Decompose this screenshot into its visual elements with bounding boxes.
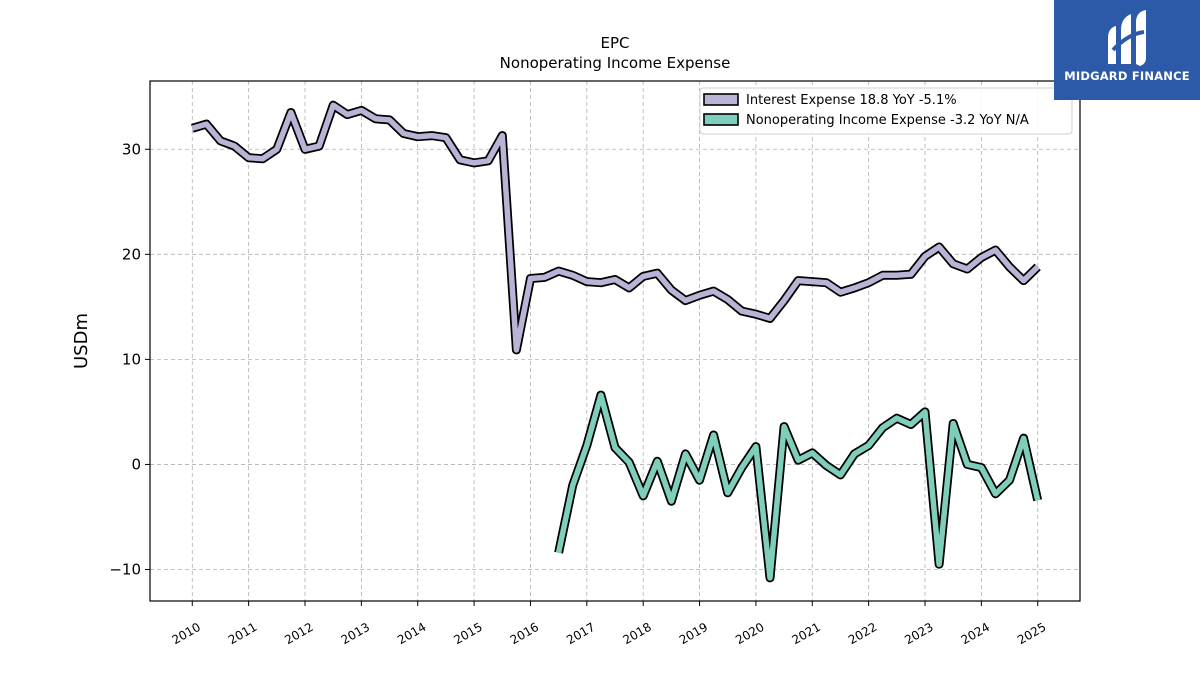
legend: Interest Expense 18.8 YoY -5.1% Nonoperat… xyxy=(699,87,1073,135)
y-tick-label: 30 xyxy=(122,140,141,158)
chart-subtitle: Nonoperating Income Expense xyxy=(500,54,731,72)
y-tick-label: 0 xyxy=(131,455,141,473)
plot-frame xyxy=(149,80,1081,602)
y-axis: −10 0 10 20 30 xyxy=(109,140,150,578)
series-lines xyxy=(191,100,1043,583)
legend-box xyxy=(699,87,1073,135)
x-tick-label: 2015 xyxy=(451,620,484,647)
x-tick-label: 2016 xyxy=(508,620,541,647)
x-tick-label: 2025 xyxy=(1015,620,1048,647)
series-line-1 xyxy=(555,392,1041,581)
x-tick-label: 2023 xyxy=(902,620,935,647)
series-line-0 xyxy=(191,102,1040,353)
x-tick-label: 2014 xyxy=(395,620,428,647)
x-tick-label: 2013 xyxy=(339,620,372,647)
x-tick-label: 2021 xyxy=(790,620,823,647)
chart-title: EPC xyxy=(601,34,630,52)
x-tick-label: 2019 xyxy=(677,620,710,647)
x-tick-label: 2011 xyxy=(226,620,259,647)
y-axis-label: USDm xyxy=(71,313,92,369)
legend-swatch-1 xyxy=(703,113,739,126)
midgard-finance-logo: MIDGARD FINANCE xyxy=(1054,0,1200,100)
x-tick-label: 2010 xyxy=(170,620,203,647)
x-axis: 2010 2011 2012 2013 2014 2015 2016 2017 2018 2019… xyxy=(170,601,1048,647)
y-tick-label: −10 xyxy=(109,560,141,578)
legend-label-0: Interest Expense 18.8 YoY -5.1% xyxy=(746,93,957,108)
y-tick-label: 10 xyxy=(122,350,141,368)
x-tick-label: 2012 xyxy=(282,620,315,647)
legend-label-1: Nonoperating Income Expense -3.2 YoY N/A xyxy=(746,113,1029,128)
logo-text: MIDGARD FINANCE xyxy=(1064,69,1190,83)
grid xyxy=(150,81,1080,601)
x-tick-label: 2022 xyxy=(846,620,879,647)
x-tick-label: 2020 xyxy=(733,620,766,647)
x-tick-label: 2018 xyxy=(620,620,653,647)
y-tick-label: 20 xyxy=(122,245,141,263)
x-tick-label: 2017 xyxy=(564,620,597,647)
x-tick-label: 2024 xyxy=(959,620,992,647)
legend-swatch-0 xyxy=(703,93,739,106)
series-outline-1 xyxy=(554,390,1043,583)
midgard-logo-icon xyxy=(1108,10,1146,66)
